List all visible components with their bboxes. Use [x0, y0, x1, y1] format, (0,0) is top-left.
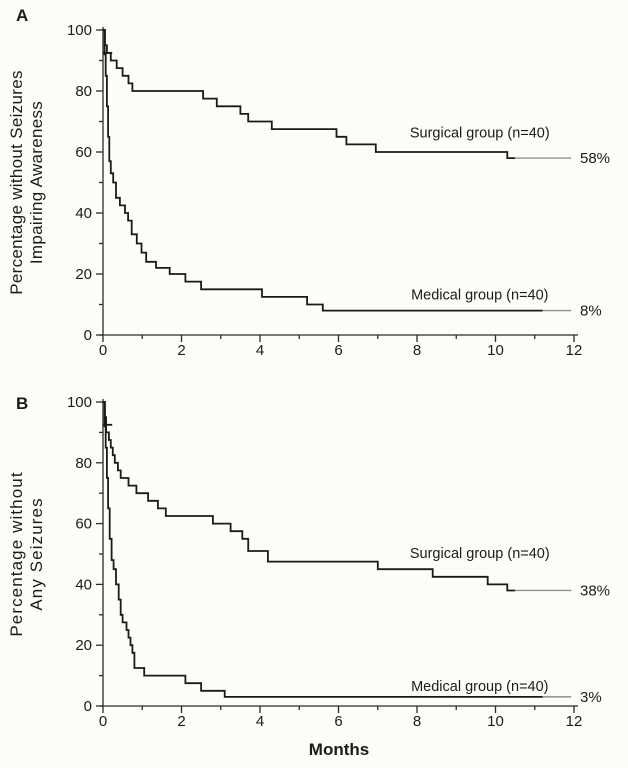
- final-percent-label: 8%: [580, 303, 602, 320]
- y-tick-label: 60: [75, 144, 92, 161]
- y-tick-label: 40: [75, 576, 92, 593]
- y-tick-label: 60: [75, 516, 92, 533]
- final-percent-label: 3%: [580, 689, 602, 706]
- x-tick-label: 0: [99, 342, 107, 359]
- panel-A: A Percentage without Seizures Impairing Aw…: [7, 6, 610, 359]
- y-tick-label: 0: [84, 327, 92, 344]
- medical-group-curve: [103, 29, 543, 312]
- y-tick-label: 0: [84, 698, 92, 715]
- x-tick-label: 0: [99, 713, 107, 730]
- x-tick-label: 6: [334, 713, 342, 730]
- surgical-group-curve: [103, 401, 516, 592]
- y-tick-label: 80: [75, 83, 92, 100]
- final-percent-label: 58%: [580, 150, 610, 167]
- panel-letter-A: A: [16, 6, 28, 25]
- x-tick-label: 4: [256, 713, 264, 730]
- x-tick-label: 2: [177, 713, 185, 730]
- y-axis-label: Percentage without Seizures: [7, 70, 26, 295]
- y-axis-label: Any Seizures: [27, 497, 46, 610]
- y-tick-label: 100: [67, 22, 92, 39]
- y-axis-label: Percentage without: [7, 471, 26, 636]
- y-tick-label: 100: [67, 394, 92, 411]
- x-axis-title: Months: [309, 740, 369, 759]
- x-tick-label: 8: [413, 342, 421, 359]
- x-tick-label: 6: [334, 342, 342, 359]
- medical-group-curve: [103, 401, 543, 698]
- surgical-group-label: Surgical group (n=40): [410, 546, 550, 562]
- x-tick-label: 12: [566, 713, 583, 730]
- surgical-group-curve: [103, 29, 516, 159]
- panel-letter-B: B: [16, 394, 28, 413]
- y-tick-label: 80: [75, 455, 92, 472]
- surgical-group-label: Surgical group (n=40): [410, 126, 550, 142]
- medical-group-label: Medical group (n=40): [411, 287, 548, 303]
- x-tick-label: 10: [487, 713, 504, 730]
- x-tick-label: 4: [256, 342, 264, 359]
- x-tick-label: 10: [487, 342, 504, 359]
- x-tick-label: 12: [566, 342, 583, 359]
- y-tick-label: 20: [75, 266, 92, 283]
- final-percent-label: 38%: [580, 582, 610, 599]
- x-tick-label: 8: [413, 713, 421, 730]
- x-tick-label: 2: [177, 342, 185, 359]
- y-axis-label: Impairing Awareness: [27, 101, 46, 264]
- y-tick-label: 40: [75, 205, 92, 222]
- medical-group-label: Medical group (n=40): [411, 679, 548, 695]
- y-tick-label: 20: [75, 637, 92, 654]
